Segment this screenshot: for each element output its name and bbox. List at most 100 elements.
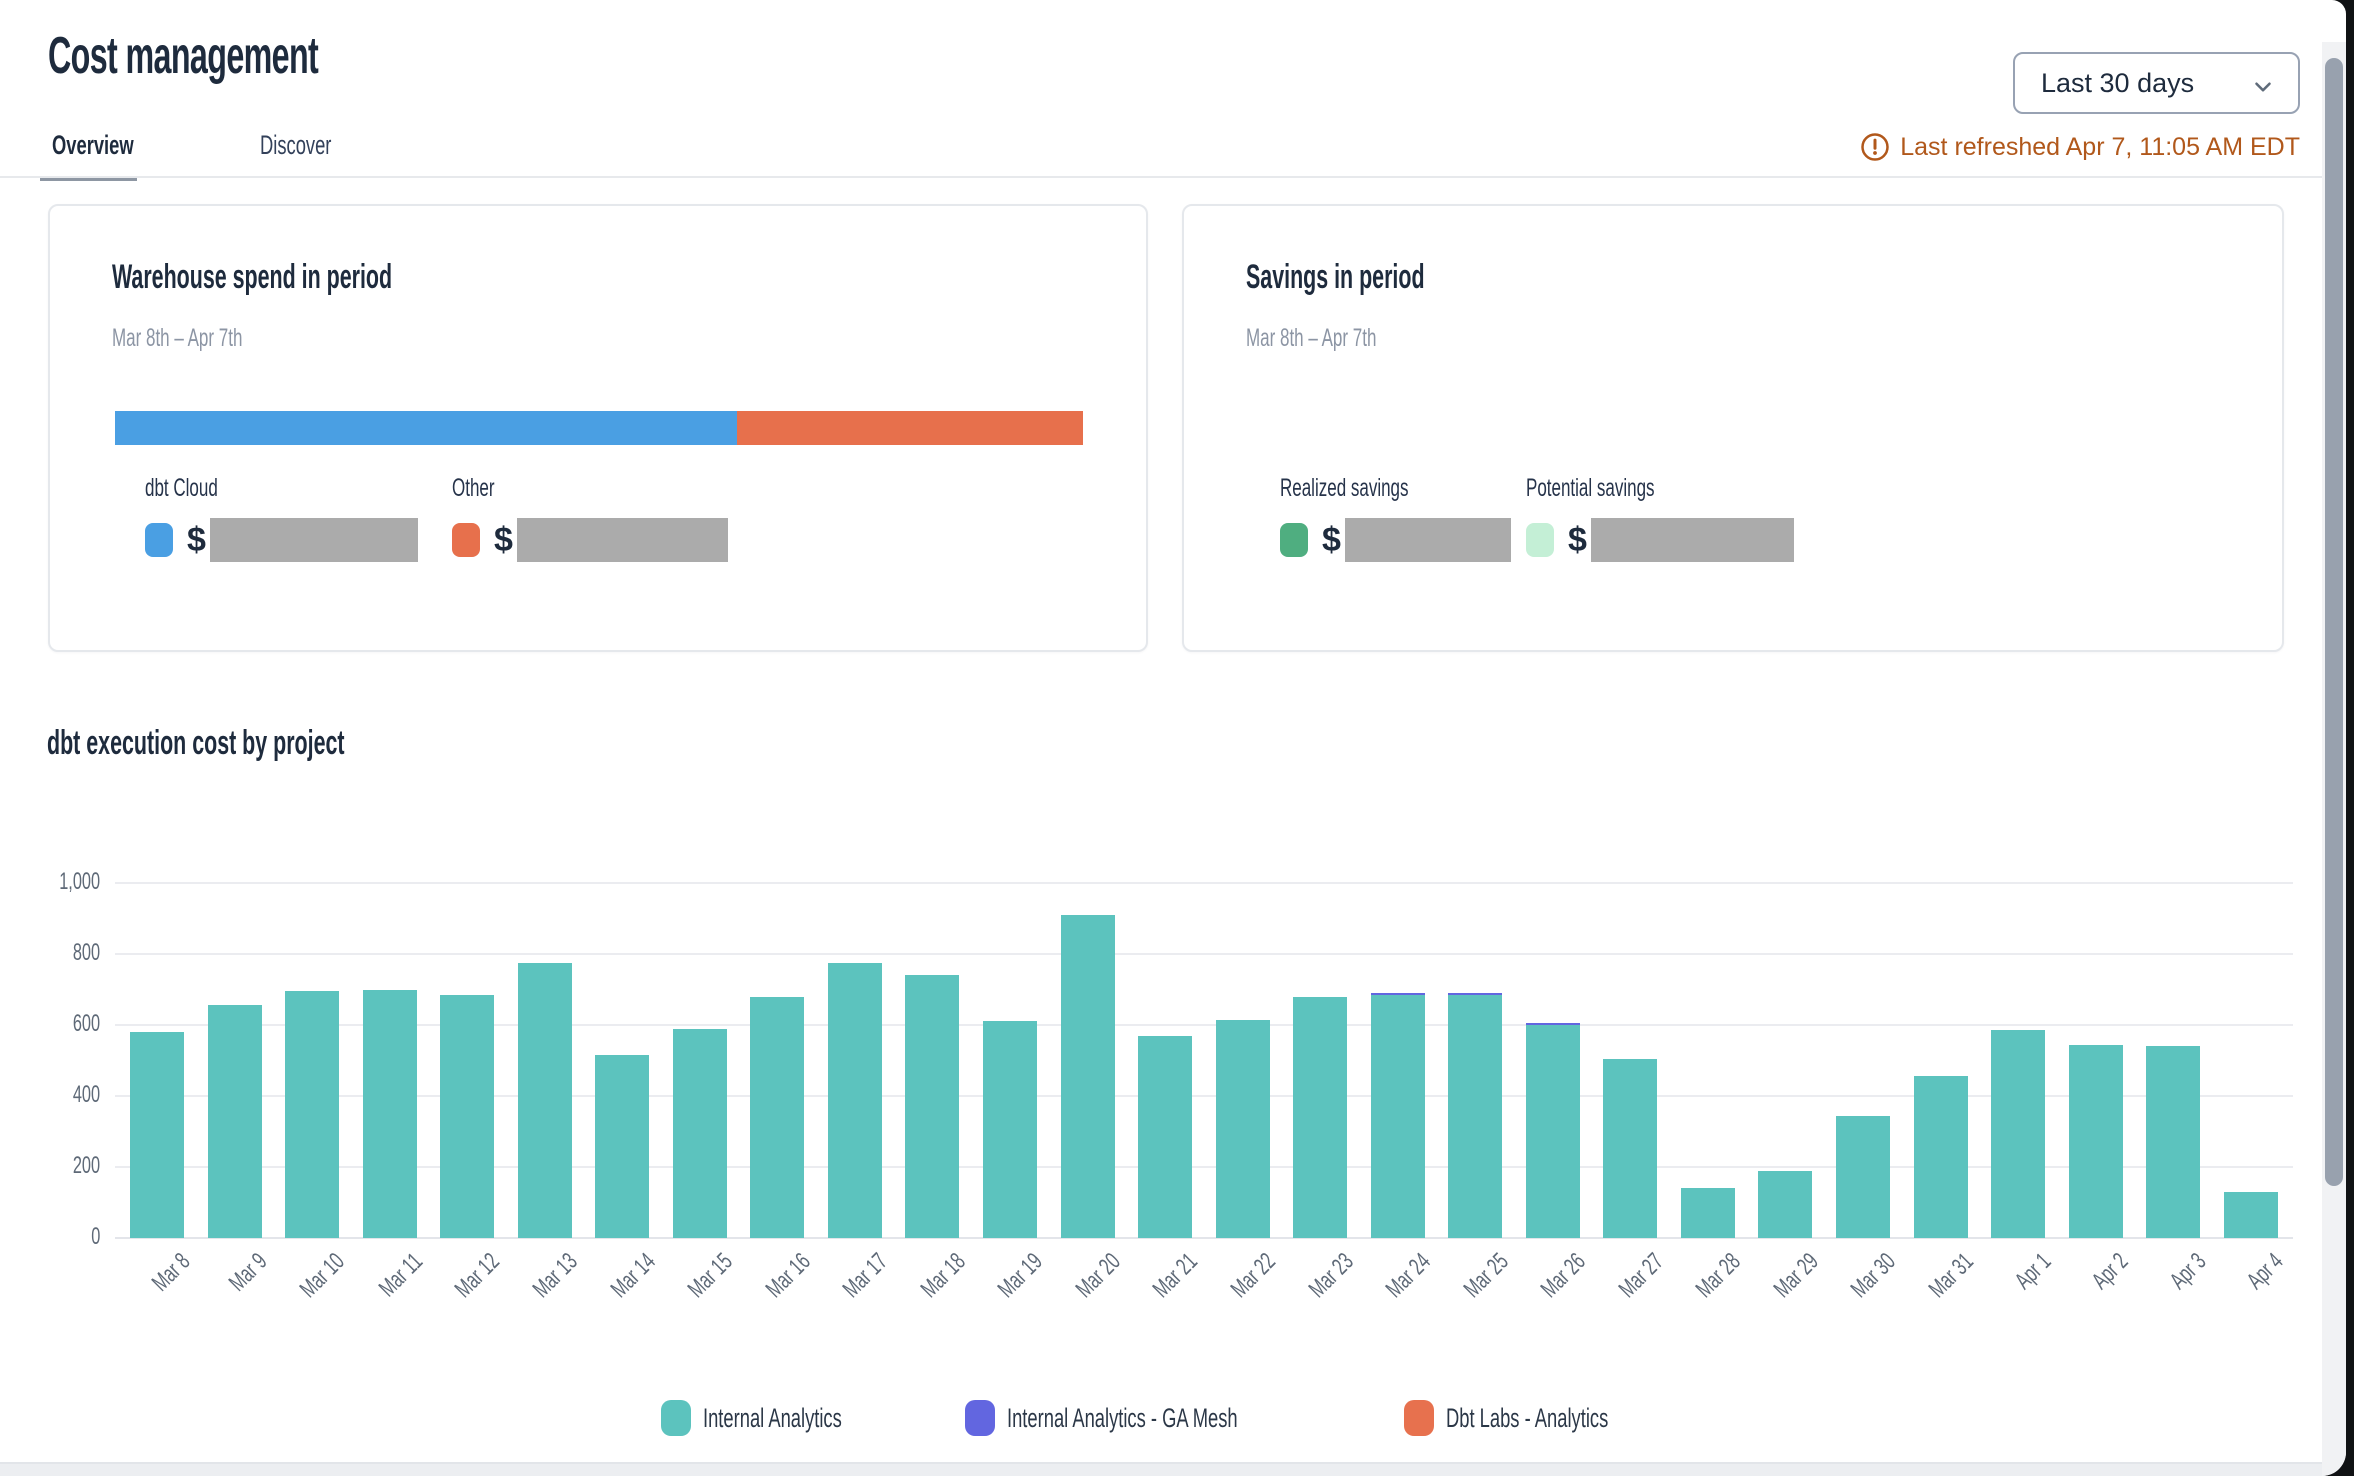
x-tick-label: Mar 21 [1148,1248,1204,1304]
bar-column-mar-27[interactable]: Mar 27 [1603,883,1668,1303]
bar-segment [1448,992,1503,995]
bar-column-mar-31[interactable]: Mar 31 [1913,883,1979,1303]
bar-segment [983,1021,1038,1238]
x-tick-label: Mar 22 [1225,1248,1281,1304]
bar-column-mar-28[interactable]: Mar 28 [1680,883,1746,1303]
horizontal-scrollbar[interactable] [0,1462,2322,1476]
bar-segment [517,962,572,1238]
bar-segment [1991,1030,2046,1238]
date-range-select[interactable]: Last 30 days [2013,52,2300,114]
card-date-range: Mar 8th – Apr 7th [112,324,243,352]
x-tick-label: Mar 13 [527,1248,583,1304]
card-title: Warehouse spend in period [112,258,393,296]
last-refreshed-text: Last refreshed Apr 7, 11:05 AM EDT [1900,132,2300,161]
redacted-value [209,518,418,562]
bar-column-mar-22[interactable]: Mar 22 [1215,883,1281,1303]
x-tick-label: Apr 4 [2242,1248,2289,1295]
x-tick-label: Mar 31 [1923,1248,1979,1304]
realized-savings-value: $ [1280,518,1511,562]
spend-value-other: $ [452,518,728,562]
legend-label: Dbt Labs - Analytics [1446,1402,1609,1433]
other-swatch [452,523,480,557]
gridline [115,1095,2293,1097]
bar-segment [905,975,960,1238]
spend-value-dbt-cloud: $ [145,518,418,562]
legend-item[interactable]: Internal Analytics [661,1400,907,1436]
bar-segment [1215,1019,1270,1238]
warning-icon [1861,133,1889,161]
x-tick-label: Mar 24 [1380,1248,1436,1304]
x-tick-label: Mar 11 [373,1248,428,1303]
tab-discover[interactable]: Discover [260,130,332,160]
chart-gridlines [115,882,2293,1239]
bar-column-mar-15[interactable]: Mar 15 [672,883,738,1303]
bar-column-mar-29[interactable]: Mar 29 [1758,883,1824,1303]
chart-legend: Internal Analytics Internal Analytics - G… [0,1400,2346,1436]
bar-segment [1060,914,1115,1238]
legend-label-potential: Potential savings [1526,474,1655,502]
bar-column-apr-1[interactable]: Apr 1 [1991,883,2056,1295]
bar-segment [1603,1058,1658,1238]
bar-column-mar-23[interactable]: Mar 23 [1293,883,1358,1303]
bar-column-apr-4[interactable]: Apr 4 [2223,883,2289,1295]
bar-column-mar-16[interactable]: Mar 16 [750,883,815,1303]
bar-column-mar-12[interactable]: Mar 12 [440,883,505,1303]
y-tick-label: 400 [72,1081,100,1108]
legend-swatch [661,1400,692,1436]
bar-segment [440,994,495,1238]
bar-column-mar-14[interactable]: Mar 14 [595,883,660,1303]
bar-column-mar-9[interactable]: Mar 9 [207,883,273,1297]
bar-column-mar-11[interactable]: Mar 11 [362,883,428,1302]
bar-column-mar-8[interactable]: Mar 8 [130,883,195,1297]
execution-cost-chart: 0 200 400 600 800 1,000 Mar 8 Mar 9 Mar 10 Mar 1… [0,860,2346,1460]
tab-overview[interactable]: Overview [40,130,184,181]
x-tick-label: Mar 15 [682,1248,738,1304]
legend-item[interactable]: Internal Analytics - GA Mesh [965,1400,1346,1436]
x-tick-label: Apr 2 [2087,1248,2134,1295]
bar-column-apr-3[interactable]: Apr 3 [2146,883,2211,1295]
bar-column-mar-25[interactable]: Mar 25 [1448,883,1513,1303]
bar-segment [1525,1022,1580,1025]
bar-segment [1138,1035,1193,1238]
warehouse-spend-card: Warehouse spend in period Mar 8th – Apr … [48,204,1148,652]
bar-column-apr-2[interactable]: Apr 2 [2068,883,2134,1295]
bar-segment [1448,994,1503,1238]
bar-segment [1836,1115,1891,1238]
x-tick-label: Mar 26 [1535,1248,1591,1304]
bar-column-mar-18[interactable]: Mar 18 [905,883,971,1303]
last-refreshed-status: Last refreshed Apr 7, 11:05 AM EDT [1860,132,2300,162]
x-tick-label: Apr 3 [2164,1248,2212,1295]
bar-column-mar-20[interactable]: Mar 20 [1060,883,1126,1303]
bar-segment [285,991,340,1238]
bar-segment [1758,1170,1813,1238]
x-tick-label: Mar 29 [1768,1248,1824,1304]
bar-column-mar-17[interactable]: Mar 17 [827,883,893,1303]
currency-symbol: $ [494,520,513,559]
x-tick-label: Mar 23 [1303,1248,1359,1304]
legend-label: Internal Analytics [703,1402,842,1433]
bar-column-mar-21[interactable]: Mar 21 [1138,883,1203,1303]
bar-column-mar-30[interactable]: Mar 30 [1836,883,1901,1303]
bar-column-mar-19[interactable]: Mar 19 [983,883,1048,1303]
bar-segment [2146,1046,2201,1238]
realized-savings-swatch [1280,523,1308,557]
bar-segment [672,1028,727,1238]
x-tick-label: Mar 19 [993,1248,1049,1304]
bar-column-mar-10[interactable]: Mar 10 [285,883,350,1303]
x-tick-label: Mar 14 [605,1248,661,1304]
spend-stacked-bar[interactable] [115,411,1083,445]
tab-bar: Overview Discover [40,130,377,181]
bar-segment [1525,1025,1580,1238]
bar-column-mar-13[interactable]: Mar 13 [517,883,583,1303]
bar-segment [362,989,417,1238]
redacted-value [1344,518,1511,562]
vertical-scrollbar-thumb[interactable] [2325,58,2343,1186]
bar-column-mar-24[interactable]: Mar 24 [1370,883,1436,1303]
vertical-scrollbar-track[interactable] [2322,42,2346,1476]
gridline [115,953,2293,955]
y-tick-label: 1,000 [59,868,100,895]
bar-segment [1293,996,1348,1238]
legend-item[interactable]: Dbt Labs - Analytics [1404,1400,1685,1436]
bar-column-mar-26[interactable]: Mar 26 [1525,883,1591,1303]
bar-segment [207,1005,262,1238]
